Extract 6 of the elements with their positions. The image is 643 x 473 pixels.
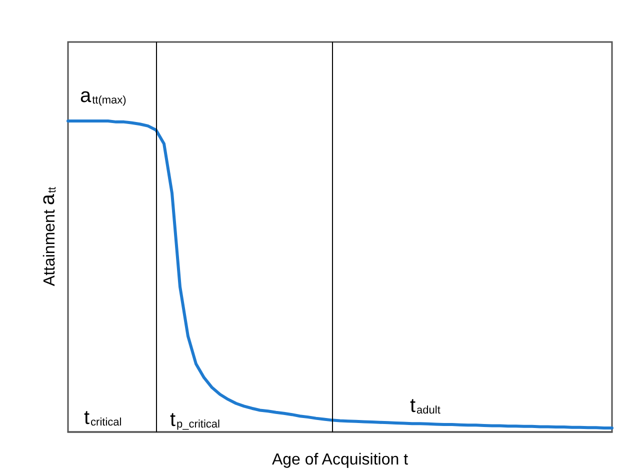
annotation: tcritical: [84, 407, 122, 429]
y-axis-title: Attainment att: [37, 186, 59, 286]
x-axis-title: Age of Acquisition t: [272, 452, 409, 468]
annotation: tadult: [410, 395, 440, 417]
annotation: tp_critical: [170, 409, 220, 431]
text: att(max): [80, 85, 126, 107]
